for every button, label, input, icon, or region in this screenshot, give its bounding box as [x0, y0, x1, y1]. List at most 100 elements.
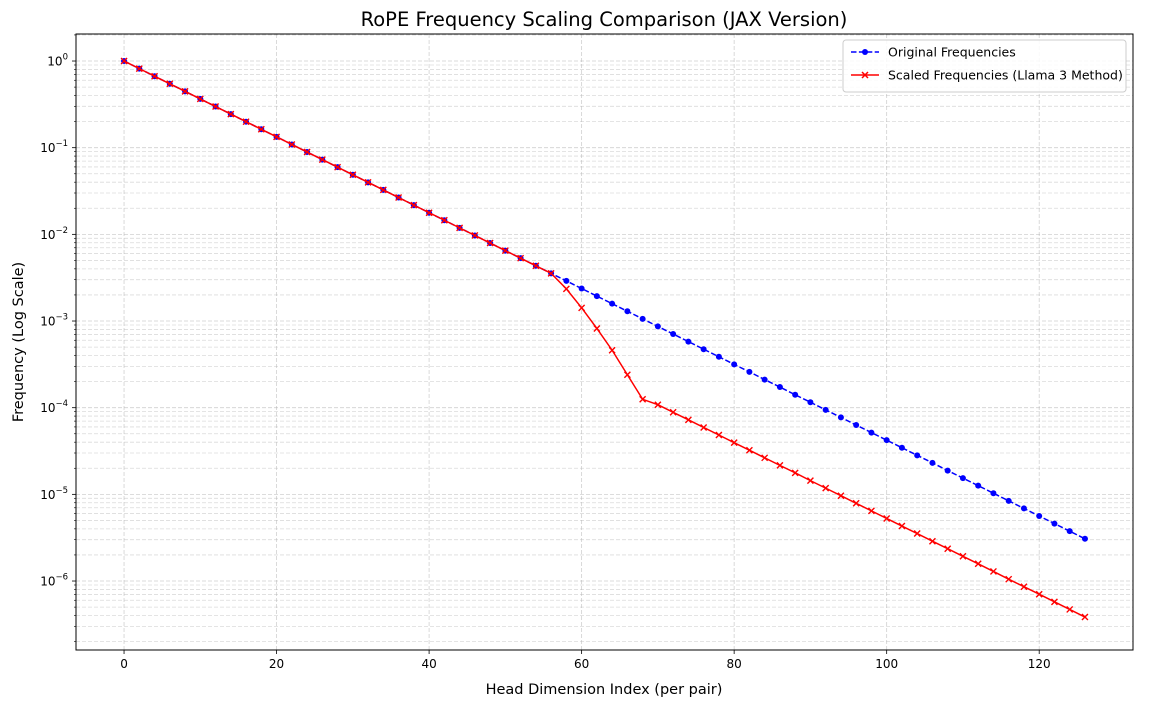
y-tick-label: 10−2	[40, 226, 68, 242]
data-point	[730, 439, 738, 447]
x-axis: 0 20 40 60 80 100 120	[120, 650, 1051, 671]
data-point	[822, 406, 829, 413]
data-point	[1050, 598, 1058, 606]
x-tick-label: 80	[727, 657, 742, 671]
data-point	[440, 216, 448, 224]
grid	[76, 34, 1133, 650]
data-point	[1005, 575, 1013, 583]
legend-label-scaled: Scaled Frequencies (Llama 3 Method)	[888, 68, 1123, 83]
y-tick-label: 10−4	[40, 399, 68, 415]
data-point	[883, 437, 890, 444]
data-point	[1066, 528, 1073, 535]
data-point	[1005, 497, 1012, 504]
data-point	[471, 231, 479, 239]
series-line	[123, 60, 1086, 618]
data-point	[990, 490, 997, 497]
data-point	[792, 391, 799, 398]
data-point	[196, 95, 204, 103]
data-point	[1051, 520, 1058, 527]
data-point	[562, 285, 570, 293]
data-point	[1035, 590, 1043, 598]
series-scaled	[120, 57, 1089, 621]
data-point	[501, 247, 509, 255]
data-point	[395, 194, 403, 202]
data-point	[334, 163, 342, 171]
data-point	[837, 414, 844, 421]
data-point	[700, 423, 708, 431]
data-point	[608, 346, 616, 354]
data-point	[731, 361, 738, 368]
data-point	[257, 125, 265, 133]
legend-box	[842, 39, 1127, 93]
data-point	[151, 72, 159, 80]
legend: Original Frequencies Scaled Frequencies …	[842, 39, 1127, 93]
data-point	[654, 323, 661, 330]
data-point	[593, 324, 601, 332]
data-point	[547, 269, 555, 277]
data-point	[898, 522, 906, 530]
data-point	[853, 422, 860, 429]
x-tick-label: 40	[421, 657, 436, 671]
data-point	[822, 484, 830, 492]
data-point	[639, 395, 647, 403]
data-point	[517, 254, 525, 262]
data-point	[578, 285, 585, 292]
data-point	[670, 331, 677, 338]
data-point	[609, 300, 616, 307]
data-point	[684, 416, 692, 424]
data-point	[776, 461, 784, 469]
data-point	[807, 399, 814, 406]
data-point	[1081, 613, 1089, 621]
data-point	[425, 209, 433, 217]
legend-entry-original: Original Frequencies	[851, 45, 1016, 60]
data-point	[898, 444, 905, 451]
data-point	[685, 338, 692, 345]
data-point	[1081, 535, 1088, 542]
data-point	[715, 353, 722, 360]
x-tick-label: 0	[120, 657, 128, 671]
data-point	[914, 452, 921, 459]
data-point	[959, 475, 966, 482]
data-point	[944, 545, 952, 553]
data-point	[761, 376, 768, 383]
data-point	[273, 133, 281, 141]
data-point	[883, 514, 891, 522]
data-point	[212, 103, 220, 111]
data-point	[715, 431, 723, 439]
y-tick-label: 10−5	[40, 486, 68, 502]
data-point	[806, 477, 814, 485]
y-axis-label: Frequency (Log Scale)	[11, 262, 27, 422]
data-point	[303, 148, 311, 156]
data-point	[929, 459, 936, 466]
data-point	[791, 469, 799, 477]
y-axis: 10−6 10−5 10−4 10−3 10−2 10−1 100	[40, 34, 76, 642]
data-point	[349, 171, 357, 179]
plot-area	[120, 57, 1089, 621]
data-point	[593, 293, 600, 300]
y-tick-label: 10−1	[40, 139, 68, 155]
data-point	[410, 201, 418, 209]
data-point	[913, 530, 921, 538]
data-point	[639, 315, 646, 322]
chart-title: RoPE Frequency Scaling Comparison (JAX V…	[361, 8, 848, 31]
data-point	[166, 80, 174, 88]
data-point	[974, 560, 982, 568]
data-point	[761, 454, 769, 462]
data-point	[654, 401, 662, 409]
x-tick-label: 120	[1028, 657, 1051, 671]
data-point	[120, 57, 128, 65]
x-tick-label: 60	[574, 657, 589, 671]
data-point	[624, 308, 631, 315]
data-point	[745, 446, 753, 454]
data-point	[852, 499, 860, 507]
data-point	[959, 552, 967, 560]
x-tick-label: 20	[269, 657, 284, 671]
y-tick-label: 100	[47, 53, 68, 69]
x-tick-label: 100	[875, 657, 898, 671]
data-point	[944, 467, 951, 474]
data-point	[364, 178, 372, 186]
data-point	[868, 429, 875, 436]
data-point	[563, 277, 570, 284]
